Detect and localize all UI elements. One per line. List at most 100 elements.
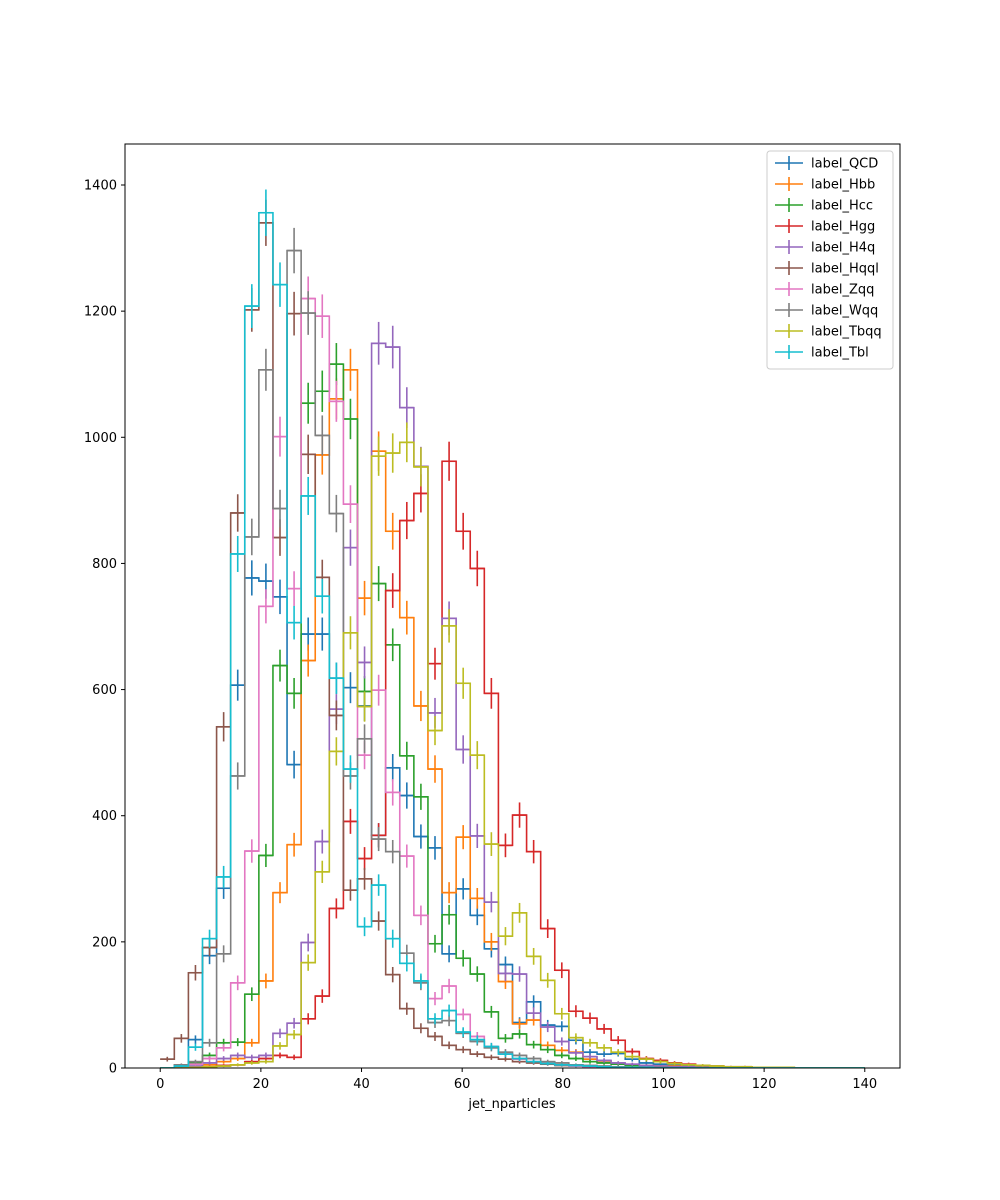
bin-marker <box>470 905 485 926</box>
bin-marker <box>287 1017 302 1029</box>
bin-marker <box>301 954 316 971</box>
bin-marker <box>287 677 302 709</box>
bin-marker <box>357 847 372 871</box>
bin-marker <box>512 1056 527 1061</box>
bin-marker <box>230 494 245 532</box>
x-tick-label: 120 <box>752 1077 777 1092</box>
bin-marker <box>456 1046 471 1054</box>
bin-marker <box>582 1065 598 1068</box>
bin-marker <box>188 1059 203 1064</box>
series-label_H4q <box>160 321 865 1068</box>
bin-marker <box>301 933 316 952</box>
legend-item: label_Hbb <box>775 177 875 193</box>
bin-marker <box>625 1048 640 1055</box>
bin-marker <box>244 839 259 863</box>
bin-marker <box>540 1061 555 1066</box>
y-tick-label: 200 <box>92 935 117 950</box>
y-tick-label: 0 <box>109 1062 117 1077</box>
bin-marker <box>244 1054 259 1060</box>
bin-marker <box>484 1054 499 1060</box>
legend-item: label_Hcc <box>775 198 873 214</box>
bin-marker <box>258 348 273 391</box>
bin-marker <box>343 672 358 704</box>
bin-marker <box>258 1052 273 1059</box>
bin-marker <box>582 1059 598 1064</box>
bin-marker <box>202 929 217 948</box>
bin-marker <box>470 887 485 909</box>
bin-marker <box>568 1049 583 1056</box>
bin-marker <box>512 966 527 982</box>
legend-item: label_Hgg <box>775 219 875 235</box>
x-tick-label: 100 <box>651 1077 676 1092</box>
bin-marker <box>554 1037 569 1046</box>
bin-marker <box>343 529 358 566</box>
bin-marker <box>413 1023 428 1034</box>
bin-marker <box>287 832 302 857</box>
bin-marker <box>442 1041 457 1050</box>
legend-swatch <box>775 345 803 359</box>
legend-swatch <box>775 156 803 170</box>
bin-marker <box>385 839 400 864</box>
bin-marker <box>230 975 245 991</box>
bin-marker <box>582 1012 598 1024</box>
bin-marker <box>315 617 330 651</box>
bin-marker <box>202 1065 217 1068</box>
bin-marker <box>456 878 471 900</box>
bin-marker <box>526 1059 541 1064</box>
bin-marker <box>371 321 386 365</box>
legend-label: label_QCD <box>811 157 878 172</box>
bin-marker <box>343 485 358 523</box>
bin-marker <box>413 905 428 926</box>
bin-marker <box>427 647 443 680</box>
bin-marker <box>512 1018 527 1030</box>
bin-marker <box>442 882 457 904</box>
bin-marker <box>554 1007 569 1020</box>
bin-marker <box>385 966 400 983</box>
bin-marker <box>272 882 288 904</box>
bin-marker <box>456 735 471 764</box>
legend: label_QCD label_Hbb label_Hcc label_Hgglabe… <box>766 150 894 370</box>
bin-marker <box>244 560 259 596</box>
bin-marker <box>174 1065 189 1068</box>
legend-label: label_Zqq <box>811 283 874 298</box>
bin-marker <box>301 644 316 677</box>
bin-marker <box>315 578 330 614</box>
bin-marker <box>244 987 259 1002</box>
bin-marker <box>554 1063 569 1067</box>
bin-marker <box>512 1029 527 1039</box>
legend-label: label_Hqql <box>811 262 879 277</box>
bin-marker <box>301 476 316 515</box>
bin-marker <box>343 348 358 391</box>
bin-marker <box>230 762 245 790</box>
legend-label: label_H4q <box>811 241 875 256</box>
bin-marker <box>329 380 344 422</box>
bin-marker <box>343 616 358 650</box>
bin-marker <box>427 992 443 1006</box>
bin-marker <box>442 978 457 994</box>
bin-marker <box>568 1056 583 1061</box>
bin-marker <box>287 1029 302 1040</box>
bin-marker <box>484 1005 499 1018</box>
bin-marker <box>357 724 372 754</box>
bin-marker <box>385 433 400 473</box>
bin-marker <box>399 955 414 972</box>
bin-marker <box>554 1052 569 1059</box>
bin-marker <box>371 436 386 476</box>
bin-marker <box>512 902 527 923</box>
bin-marker <box>484 1042 499 1051</box>
x-tick-label: 60 <box>454 1077 471 1092</box>
bin-marker <box>329 494 344 533</box>
bin-marker <box>554 1047 569 1054</box>
bin-marker <box>329 898 344 919</box>
bin-marker <box>216 865 231 888</box>
bin-marker <box>315 370 330 412</box>
bin-marker <box>498 1051 513 1058</box>
bin-marker <box>357 917 372 937</box>
bin-marker <box>287 571 302 607</box>
bin-marker <box>301 434 316 474</box>
bin-marker <box>442 904 457 925</box>
bin-marker <box>442 1015 457 1027</box>
bin-marker <box>385 929 400 948</box>
bin-marker <box>272 489 288 528</box>
